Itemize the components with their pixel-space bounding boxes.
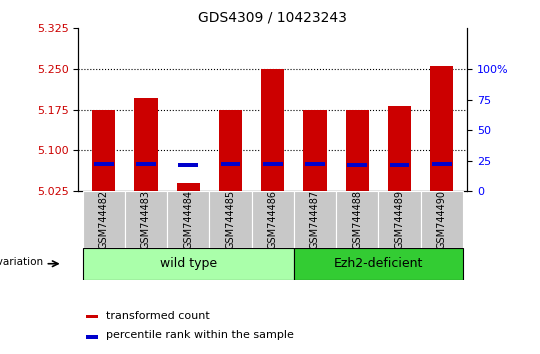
Bar [94,162,113,166]
Text: transformed count: transformed count [105,310,210,321]
Text: genotype/variation: genotype/variation [0,257,43,267]
Title: GDS4309 / 10423243: GDS4309 / 10423243 [198,10,347,24]
Bar [305,162,325,166]
Text: GSM744485: GSM744485 [225,190,235,249]
Bar [86,335,98,339]
Bar [252,191,294,248]
Bar [303,110,327,191]
Text: wild type: wild type [160,257,217,270]
Bar [379,191,421,248]
Text: percentile rank within the sample: percentile rank within the sample [105,330,293,341]
Bar [294,248,463,280]
Bar [219,110,242,191]
Bar [430,66,454,191]
Bar [294,191,336,248]
Text: GSM744484: GSM744484 [183,190,193,249]
Bar [136,162,156,166]
Bar [83,191,125,248]
Bar [167,191,210,248]
Bar [86,315,98,318]
Bar [92,110,115,191]
Text: GSM744486: GSM744486 [268,190,278,249]
Bar [347,164,367,167]
Bar [389,164,409,167]
Bar [432,162,451,166]
Text: GSM744488: GSM744488 [352,190,362,249]
Bar [177,183,200,191]
Text: GSM744490: GSM744490 [437,190,447,249]
Bar [220,162,240,166]
Bar [421,191,463,248]
Bar [178,164,198,167]
Bar [388,106,411,191]
Bar [125,191,167,248]
Bar [134,98,158,191]
Bar [210,191,252,248]
Bar [83,248,294,280]
Text: GSM744482: GSM744482 [99,190,109,249]
Bar [336,191,379,248]
Bar [346,110,369,191]
Text: Ezh2-deficient: Ezh2-deficient [334,257,423,270]
Bar [261,69,285,191]
Text: GSM744489: GSM744489 [395,190,404,249]
Text: GSM744483: GSM744483 [141,190,151,249]
Text: GSM744487: GSM744487 [310,190,320,249]
Bar [263,162,282,166]
